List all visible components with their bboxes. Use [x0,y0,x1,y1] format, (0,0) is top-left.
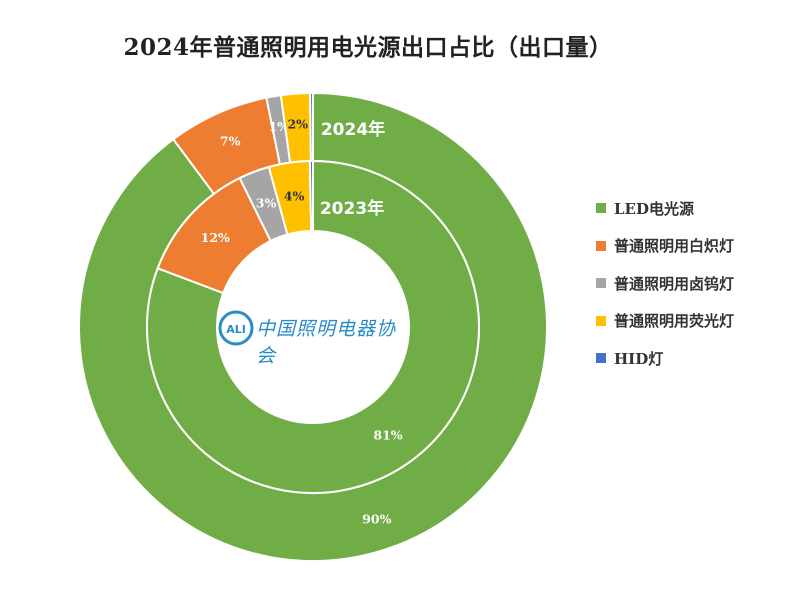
data-label: 81% [373,428,402,443]
legend-swatch [596,203,606,213]
slice-outer-4 [309,91,314,163]
donut-hole [218,232,408,422]
legend-item: 普通照明用白炽灯 [596,234,734,258]
association-logo: ALI 中国照明电器协会 [218,308,408,367]
legend-label: 普通照明用荧光灯 [614,312,735,330]
data-label: 12% [201,230,230,245]
slice-inner-4 [308,159,314,233]
data-label: 4% [284,188,305,203]
cali-logo-icon: ALI [218,310,254,346]
legend-label: LED电光源 [614,199,694,218]
legend-label: HID灯 [614,349,664,368]
chart-legend: LED电光源普通照明用白炽灯 普通照明用卤钨灯 普通照明用荧光灯 HID灯 [596,196,734,384]
legend-label: 普通照明用白炽灯 [614,237,735,255]
legend-item: 普通照明用卤钨灯 [596,271,734,295]
legend-swatch [596,353,606,363]
ring-label: 2023年 [320,198,384,219]
legend-label: 普通照明用卤钨灯 [614,274,735,293]
logo-text: 中国照明电器协会 [256,318,397,367]
data-label: 2% [287,117,308,132]
legend-item: LED电光源 [596,196,734,220]
legend-item: HID灯 [596,346,734,370]
slice-inner-0 [146,159,480,494]
svg-text:ALI: ALI [226,323,246,336]
legend-item: 普通照明用荧光灯 [596,309,734,333]
legend-swatch [596,315,606,326]
ring-label: 2024年 [321,119,385,140]
data-label: 3% [256,196,277,211]
data-label: 7% [220,134,241,149]
chart-title: 2024年普通照明用电光源出口占比（出口量） [123,34,613,61]
legend-swatch [596,240,606,251]
legend-swatch [596,278,606,288]
data-label: 90% [362,512,391,527]
